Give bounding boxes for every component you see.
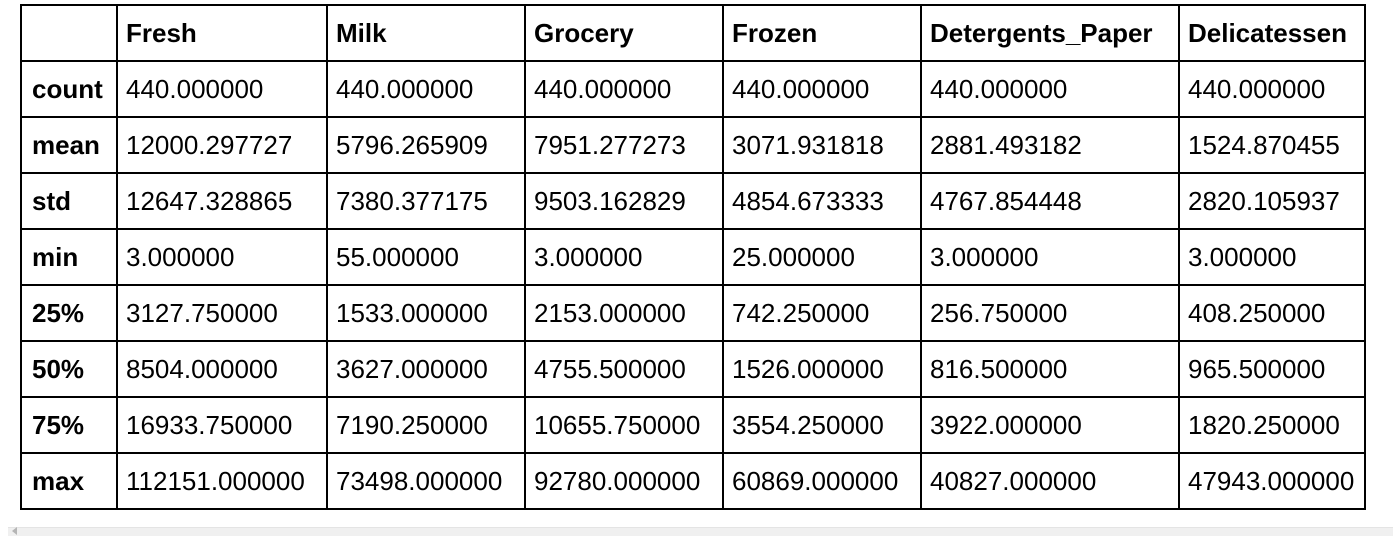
row-label: 75% — [20, 396, 118, 454]
table-cell: 7951.277273 — [524, 116, 724, 174]
table-row: max 112151.000000 73498.000000 92780.000000… — [20, 452, 1366, 510]
row-label: 50% — [20, 340, 118, 398]
table-cell: 816.500000 — [920, 340, 1180, 398]
table-cell: 440.000000 — [116, 60, 328, 118]
row-label: std — [20, 172, 118, 230]
column-header-grocery: Grocery — [524, 4, 724, 62]
table-cell: 256.750000 — [920, 284, 1180, 342]
column-header-delicatessen: Delicatessen — [1178, 4, 1366, 62]
row-label: 25% — [20, 284, 118, 342]
table-cell: 4854.673333 — [722, 172, 922, 230]
table-cell: 440.000000 — [920, 60, 1180, 118]
table-cell: 10655.750000 — [524, 396, 724, 454]
table-cell: 965.500000 — [1178, 340, 1366, 398]
table-cell: 1533.000000 — [326, 284, 526, 342]
table-cell: 3627.000000 — [326, 340, 526, 398]
table-cell: 47943.000000 — [1178, 452, 1366, 510]
table-cell: 3.000000 — [116, 228, 328, 286]
row-label: max — [20, 452, 118, 510]
table-cell: 440.000000 — [326, 60, 526, 118]
table-cell: 2820.105937 — [1178, 172, 1366, 230]
table-cell: 2881.493182 — [920, 116, 1180, 174]
table-cell: 7190.250000 — [326, 396, 526, 454]
table-cell: 55.000000 — [326, 228, 526, 286]
table-row: count 440.000000 440.000000 440.000000 440.0… — [20, 60, 1366, 118]
table-cell: 25.000000 — [722, 228, 922, 286]
table-cell: 92780.000000 — [524, 452, 724, 510]
table-cell: 16933.750000 — [116, 396, 328, 454]
table-cell: 8504.000000 — [116, 340, 328, 398]
table-cell: 408.250000 — [1178, 284, 1366, 342]
table-cell: 4755.500000 — [524, 340, 724, 398]
row-label: min — [20, 228, 118, 286]
table-cell: 12000.297727 — [116, 116, 328, 174]
table-cell: 40827.000000 — [920, 452, 1180, 510]
table-cell: 5796.265909 — [326, 116, 526, 174]
table-cell: 3554.250000 — [722, 396, 922, 454]
statistics-table: Fresh Milk Grocery Frozen Detergents_Pap… — [20, 4, 1366, 510]
column-header-fresh: Fresh — [116, 4, 328, 62]
table-cell: 1526.000000 — [722, 340, 922, 398]
table-cell: 3127.750000 — [116, 284, 328, 342]
table-row: 75% 16933.750000 7190.250000 10655.750000 35… — [20, 396, 1366, 454]
row-label: mean — [20, 116, 118, 174]
table-cell: 60869.000000 — [722, 452, 922, 510]
table-row: std 12647.328865 7380.377175 9503.162829 485… — [20, 172, 1366, 230]
table-cell: 1524.870455 — [1178, 116, 1366, 174]
column-header-milk: Milk — [326, 4, 526, 62]
table-cell: 12647.328865 — [116, 172, 328, 230]
row-label: count — [20, 60, 118, 118]
table-cell: 440.000000 — [1178, 60, 1366, 118]
column-header-frozen: Frozen — [722, 4, 922, 62]
table-row: 50% 8504.000000 3627.000000 4755.500000 1526… — [20, 340, 1366, 398]
table-cell: 3.000000 — [524, 228, 724, 286]
table-cell: 2153.000000 — [524, 284, 724, 342]
table-cell: 3071.931818 — [722, 116, 922, 174]
table-cell: 73498.000000 — [326, 452, 526, 510]
table-cell: 3922.000000 — [920, 396, 1180, 454]
table-cell: 112151.000000 — [116, 452, 328, 510]
header-row: Fresh Milk Grocery Frozen Detergents_Pap… — [20, 4, 1366, 62]
column-header-detergents-paper: Detergents_Paper — [920, 4, 1180, 62]
horizontal-scrollbar[interactable] — [8, 527, 1393, 536]
table-cell: 4767.854448 — [920, 172, 1180, 230]
table-cell: 3.000000 — [920, 228, 1180, 286]
table-cell: 742.250000 — [722, 284, 922, 342]
table-cell: 440.000000 — [524, 60, 724, 118]
table-row: min 3.000000 55.000000 3.000000 25.000000 3.0… — [20, 228, 1366, 286]
scroll-left-arrow-icon[interactable] — [12, 527, 17, 535]
table-cell: 9503.162829 — [524, 172, 724, 230]
table-cell: 1820.250000 — [1178, 396, 1366, 454]
corner-header-cell — [20, 4, 118, 62]
table-cell: 440.000000 — [722, 60, 922, 118]
table-cell: 7380.377175 — [326, 172, 526, 230]
table-row: 25% 3127.750000 1533.000000 2153.000000 742.… — [20, 284, 1366, 342]
table-row: mean 12000.297727 5796.265909 7951.277273 30… — [20, 116, 1366, 174]
table-cell: 3.000000 — [1178, 228, 1366, 286]
